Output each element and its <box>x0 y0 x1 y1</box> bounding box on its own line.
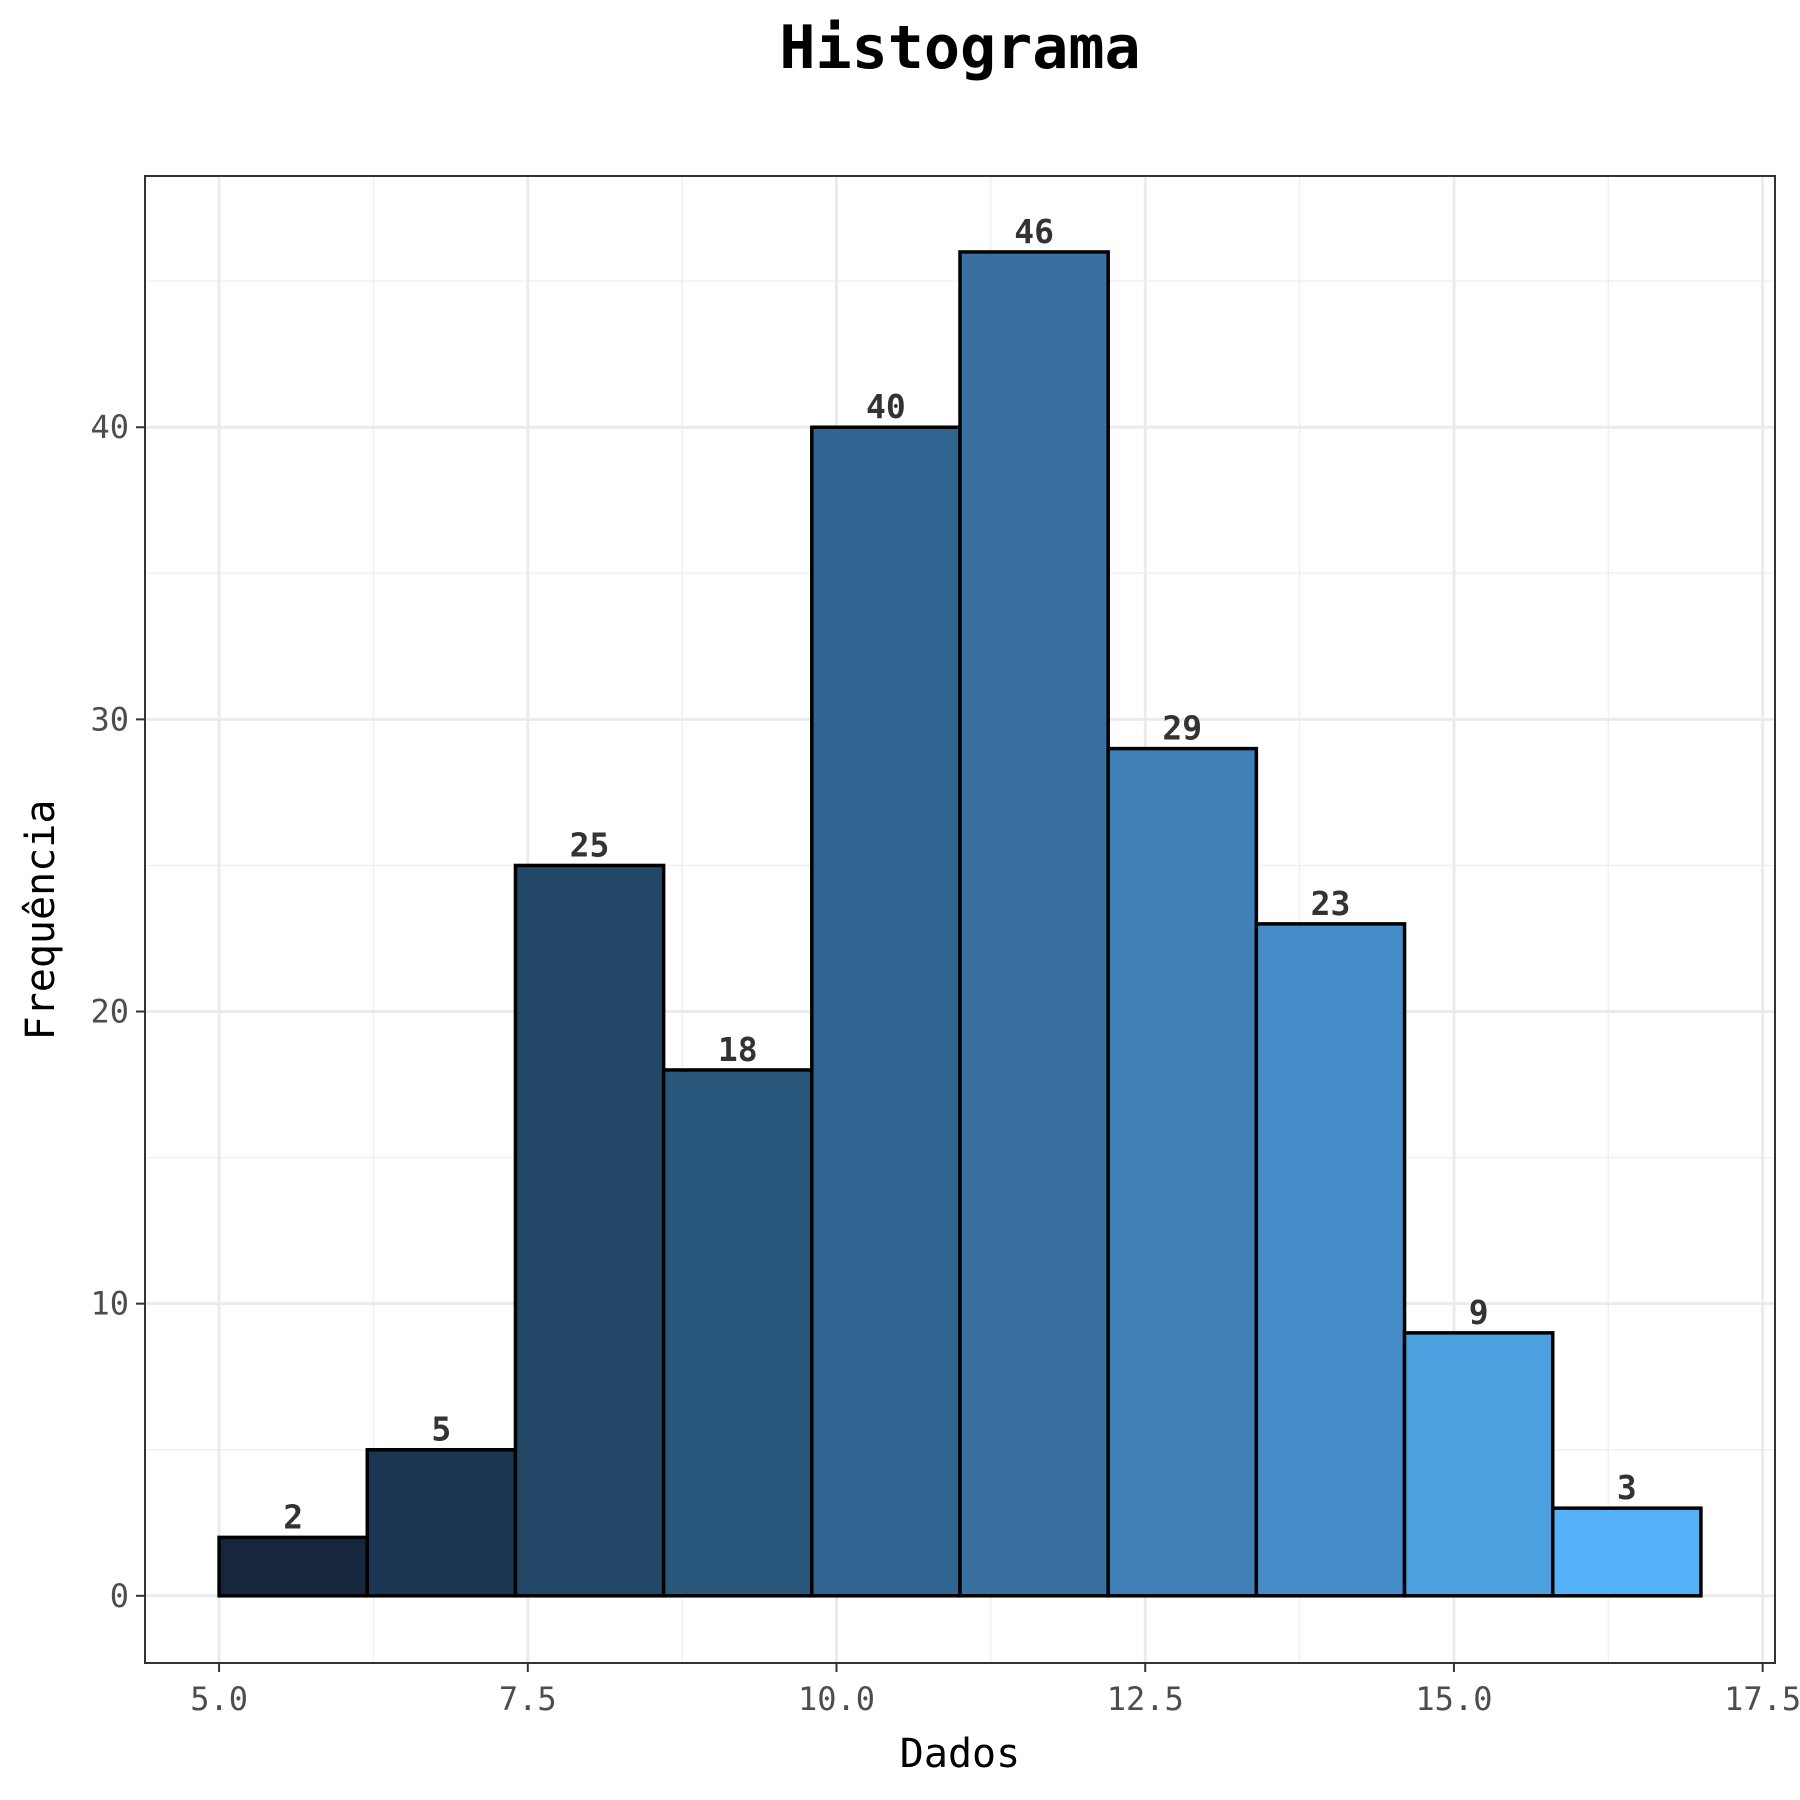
histogram-bar <box>513 863 666 1598</box>
x-axis-ticks: 5.0 7.5 10.0 12.5 15.0 17.5 <box>190 1663 1800 1718</box>
histogram-bar <box>1402 1331 1555 1598</box>
bar-value-label: 25 <box>570 825 610 864</box>
histogram-bar <box>958 250 1110 1598</box>
bar-value-label: 23 <box>1311 884 1351 923</box>
histogram-bar <box>1254 922 1407 1598</box>
y-tick-label: 40 <box>90 408 129 446</box>
histogram-bar <box>1106 746 1259 1598</box>
x-tick-label: 12.5 <box>1107 1680 1184 1718</box>
bar-value-label: 9 <box>1469 1293 1489 1332</box>
histogram-bar <box>217 1535 370 1598</box>
x-tick-label: 5.0 <box>190 1680 248 1718</box>
plot-border <box>144 175 1776 1664</box>
x-tick-label: 15.0 <box>1415 1680 1492 1718</box>
bar-value-label: 3 <box>1617 1468 1637 1507</box>
chart-title: Histograma <box>779 13 1140 83</box>
x-tick-label: 17.5 <box>1724 1680 1800 1718</box>
y-tick-label: 0 <box>110 1577 129 1615</box>
histogram-bar <box>810 425 962 1598</box>
histogram-bar <box>661 1068 814 1598</box>
x-axis-title: Dados <box>900 1731 1020 1777</box>
y-axis-ticks: 0 10 20 30 40 <box>90 408 145 1615</box>
y-axis-title: Frequência <box>18 800 64 1041</box>
x-tick-label: 10.0 <box>798 1680 875 1718</box>
histogram-bar <box>1550 1506 1703 1598</box>
histogram-bar <box>365 1447 518 1598</box>
bar-value-label: 29 <box>1162 709 1202 748</box>
bar-value-label: 18 <box>718 1030 758 1069</box>
bar-value-label: 2 <box>283 1497 303 1536</box>
bar-value-label: 40 <box>866 387 906 426</box>
histogram-bars <box>217 250 1703 1598</box>
x-tick-label: 7.5 <box>499 1680 557 1718</box>
y-tick-label: 20 <box>90 993 129 1031</box>
y-tick-label: 10 <box>90 1285 129 1323</box>
bar-value-label: 5 <box>431 1410 451 1449</box>
y-tick-label: 30 <box>90 700 129 738</box>
bar-value-label: 46 <box>1014 212 1054 251</box>
